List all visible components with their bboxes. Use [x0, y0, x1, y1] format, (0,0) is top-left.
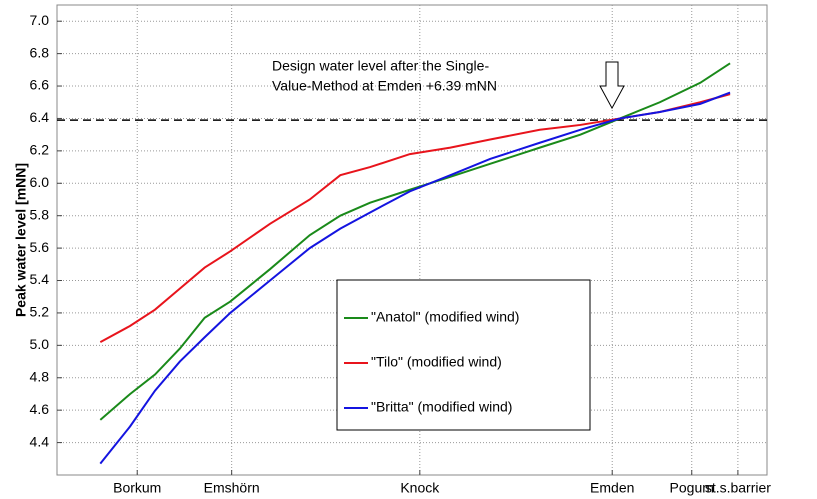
series-line	[99, 91, 731, 465]
y-tick-label: 4.4	[30, 433, 50, 449]
y-tick-label: 5.4	[30, 271, 50, 287]
y-tick-label: 6.2	[30, 142, 50, 158]
x-tick-label: Emshörn	[204, 480, 260, 496]
y-tick-label: 4.8	[30, 368, 50, 384]
y-tick-label: 6.6	[30, 77, 50, 93]
x-tick-label: Borkum	[113, 480, 161, 496]
annotation: Value-Method at Emden +6.39 mNN	[272, 78, 497, 94]
y-tick-label: 5.6	[30, 239, 50, 255]
legend-label: "Tilo" (modified wind)	[371, 354, 502, 370]
legend	[336, 279, 591, 431]
x-tick-label: Knock	[400, 480, 440, 496]
annotation-arrow	[599, 61, 625, 110]
y-tick-label: 5.8	[30, 206, 50, 222]
x-tick-label: st.s.barrier	[705, 480, 771, 496]
legend-label: "Britta" (modified wind)	[371, 399, 512, 415]
y-axis-label: Peak water level [mNN]	[13, 163, 29, 317]
y-tick-label: 6.4	[30, 109, 50, 125]
legend-label: "Anatol" (modified wind)	[371, 309, 519, 325]
x-tick-label: Emden	[590, 480, 634, 496]
y-tick-label: 6.0	[30, 174, 50, 190]
y-tick-label: 5.0	[30, 336, 50, 352]
y-tick-label: 5.2	[30, 304, 50, 320]
y-tick-label: 6.8	[30, 44, 50, 60]
x-tick-label: Pogum	[670, 480, 714, 496]
y-tick-label: 7.0	[30, 12, 50, 28]
annotation: Design water level after the Single-	[272, 58, 489, 74]
y-tick-label: 4.6	[30, 401, 50, 417]
plot-frame	[56, 4, 768, 476]
